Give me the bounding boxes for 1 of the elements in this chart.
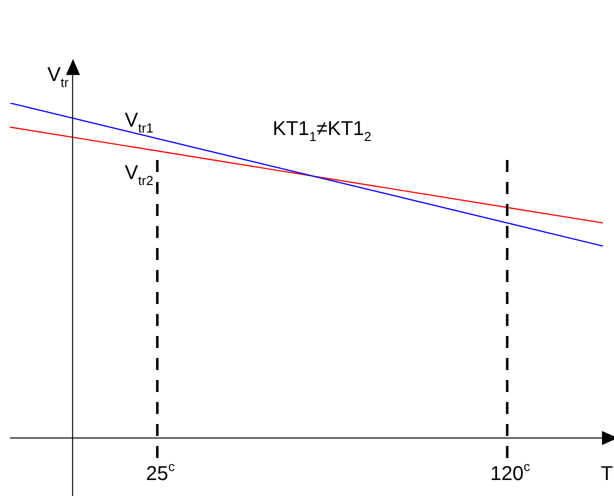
x-axis-title: T (600, 463, 613, 485)
